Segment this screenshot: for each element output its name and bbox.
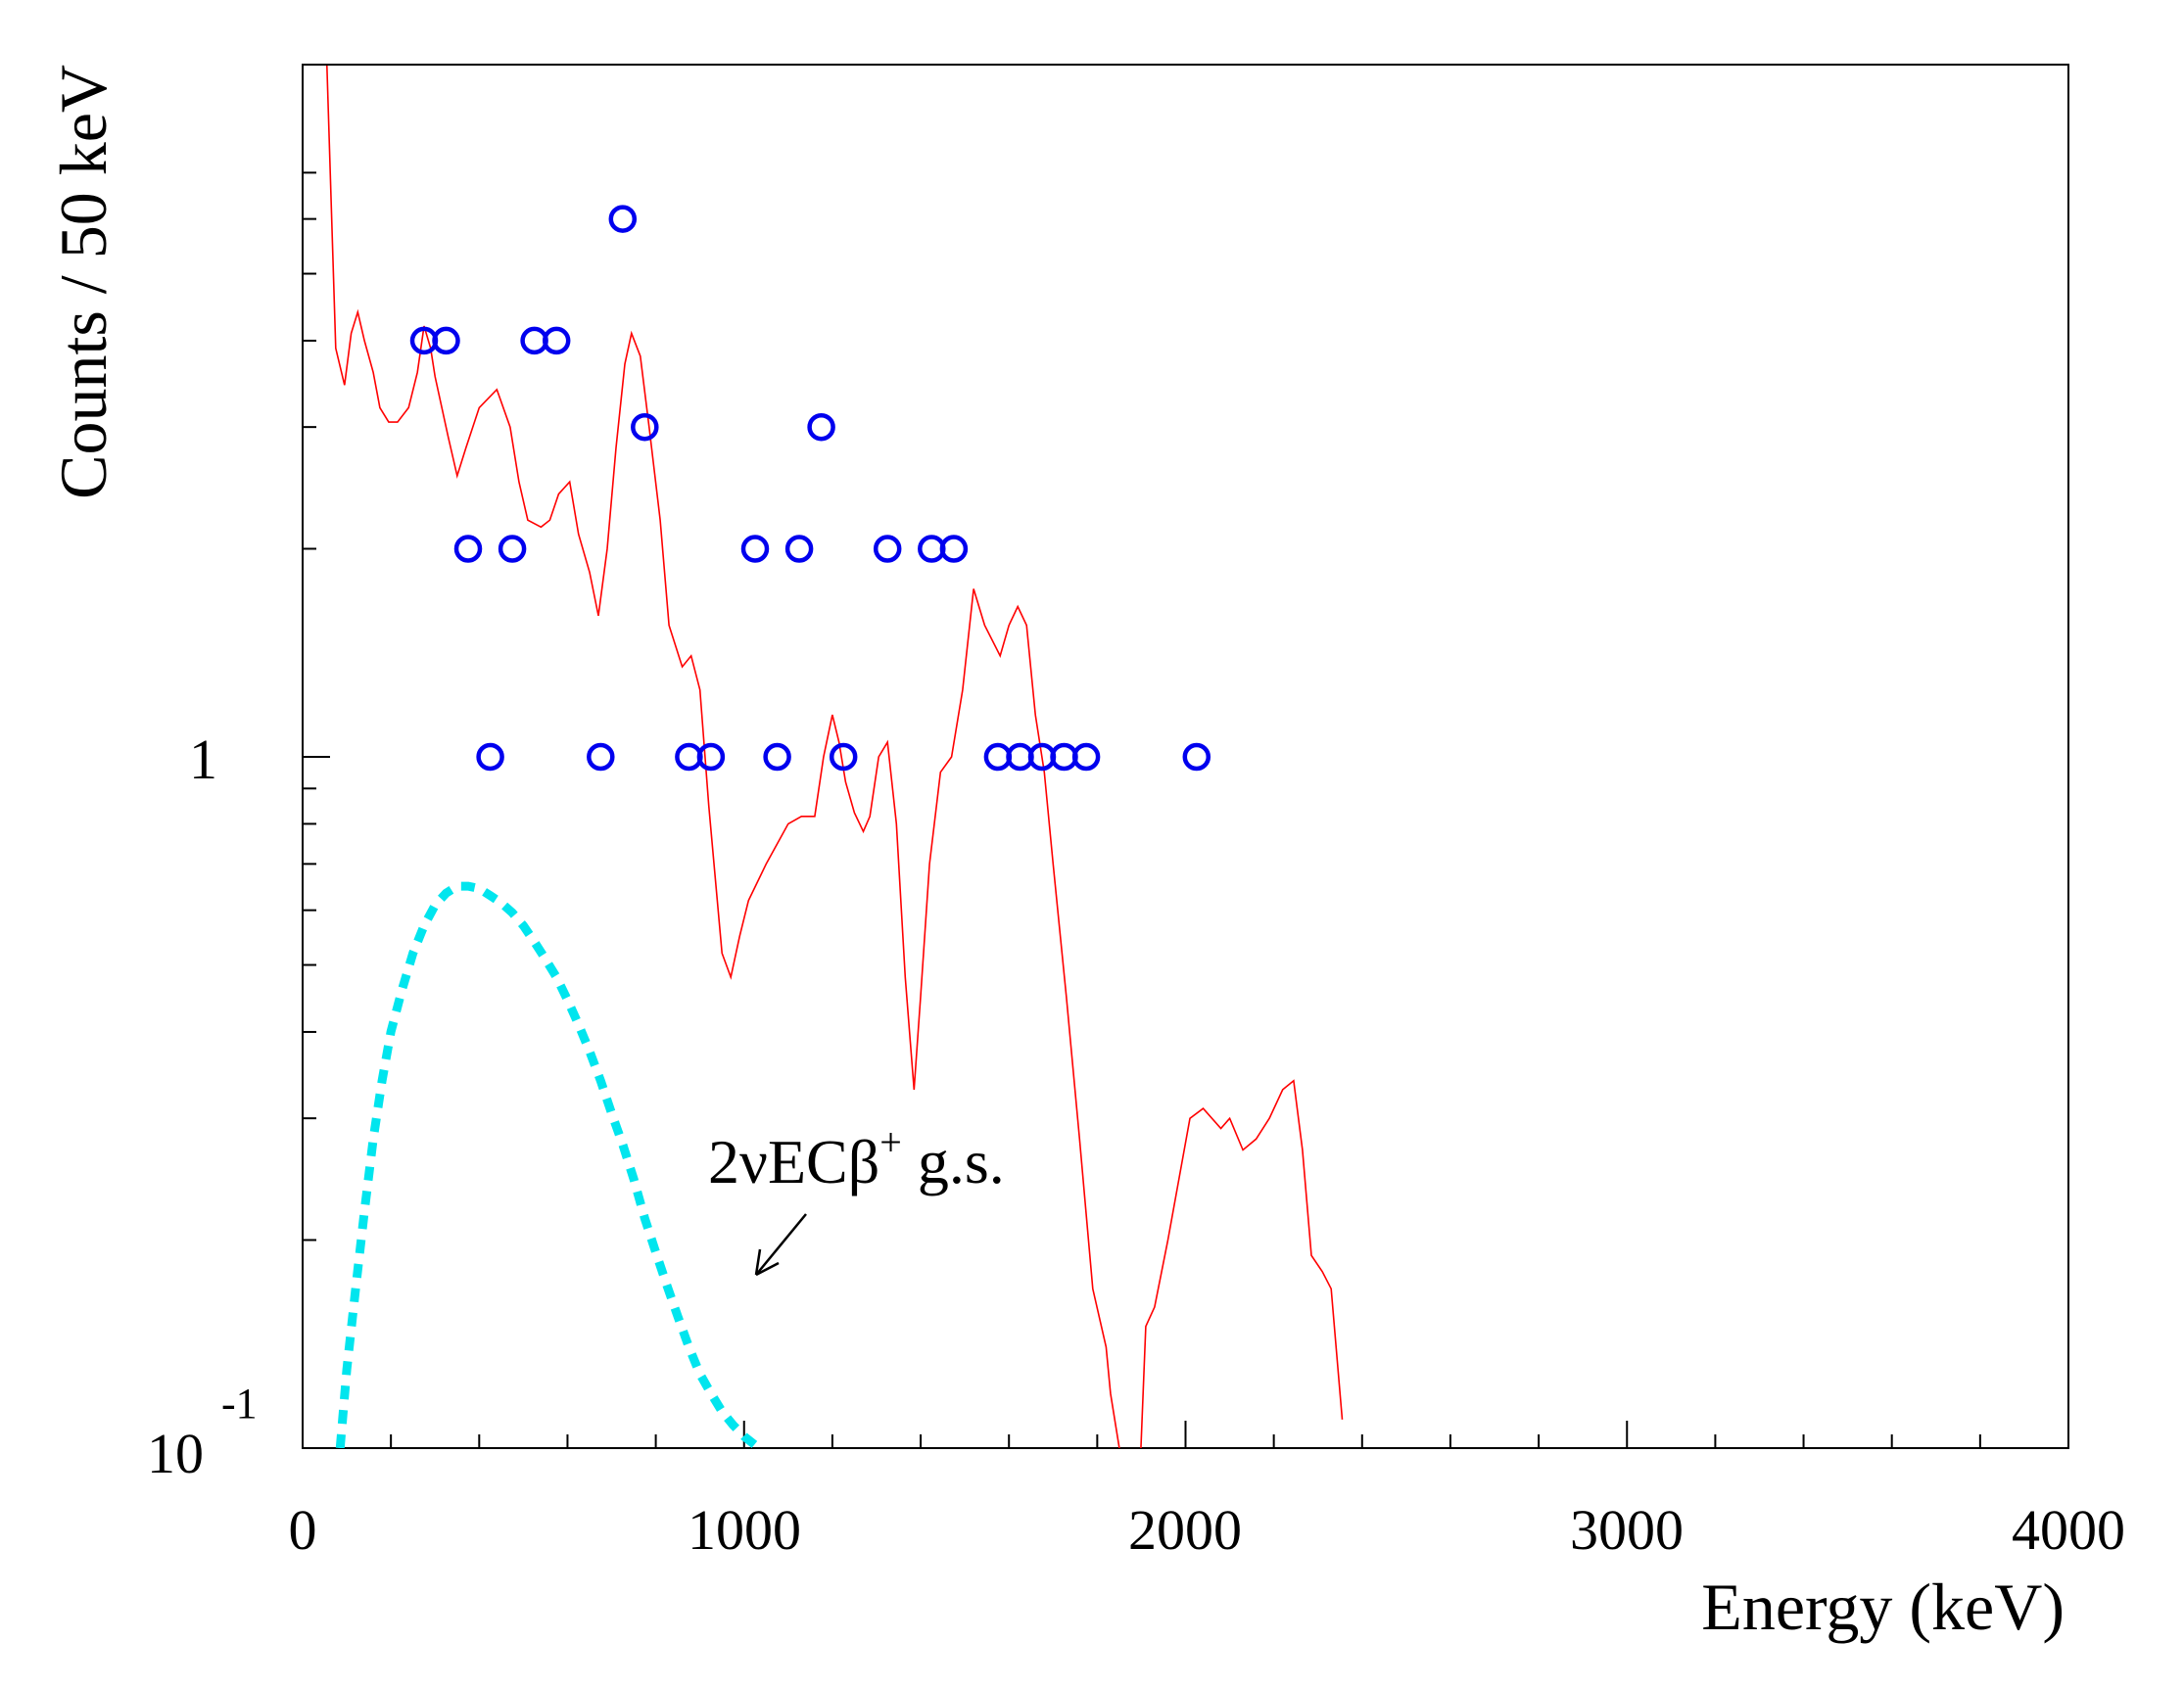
annotation-sup: + — [879, 1120, 902, 1164]
axis-ticks — [302, 171, 2069, 1449]
annotation-main: 2νECβ — [708, 1127, 879, 1196]
annotation-tail: g.s. — [902, 1127, 1005, 1196]
x-tick-label-2000: 2000 — [1128, 1498, 1242, 1562]
x-tick-label-1000: 1000 — [688, 1498, 801, 1562]
data-point — [1182, 742, 1211, 772]
data-point — [542, 326, 571, 355]
background-model-line — [326, 65, 1344, 1448]
x-tick-label-4000: 4000 — [2012, 1498, 2125, 1562]
data-point — [453, 535, 483, 563]
y-tick-labels: 1 10 -1 — [147, 727, 258, 1485]
data-point — [432, 326, 460, 355]
data-point — [939, 535, 969, 563]
data-point — [608, 205, 638, 233]
data-point — [873, 535, 902, 563]
data-points — [409, 205, 1211, 772]
signal-2nu-ecbeta-line — [335, 881, 764, 1448]
y-axis-title: Counts / 50 keV — [46, 65, 120, 499]
data-point — [829, 742, 858, 772]
data-point — [476, 742, 504, 772]
data-point — [696, 742, 726, 772]
x-tick-label-0: 0 — [289, 1498, 317, 1562]
data-point — [807, 412, 835, 442]
x-tick-labels: 0 1000 2000 3000 4000 — [289, 1498, 2126, 1562]
data-point — [763, 742, 791, 772]
data-point — [498, 535, 527, 563]
annotation-label: 2νECβ+ g.s. — [708, 1120, 1005, 1196]
data-point — [587, 742, 615, 772]
annotation: 2νECβ+ g.s. — [708, 1120, 1005, 1277]
data-point — [1071, 742, 1101, 772]
y-tick-label-1: 1 — [189, 727, 217, 791]
annotation-arrow-head — [754, 1248, 780, 1277]
data-point — [631, 412, 659, 442]
y-tick-label-0p1-base: 10 — [147, 1422, 204, 1485]
data-point — [740, 535, 770, 563]
y-tick-label-0p1-exponent: -1 — [221, 1380, 258, 1428]
x-tick-label-3000: 3000 — [1570, 1498, 1684, 1562]
x-axis-title: Energy (keV) — [1701, 1570, 2065, 1644]
annotation-arrow-shaft — [755, 1213, 807, 1276]
data-point — [784, 535, 814, 563]
